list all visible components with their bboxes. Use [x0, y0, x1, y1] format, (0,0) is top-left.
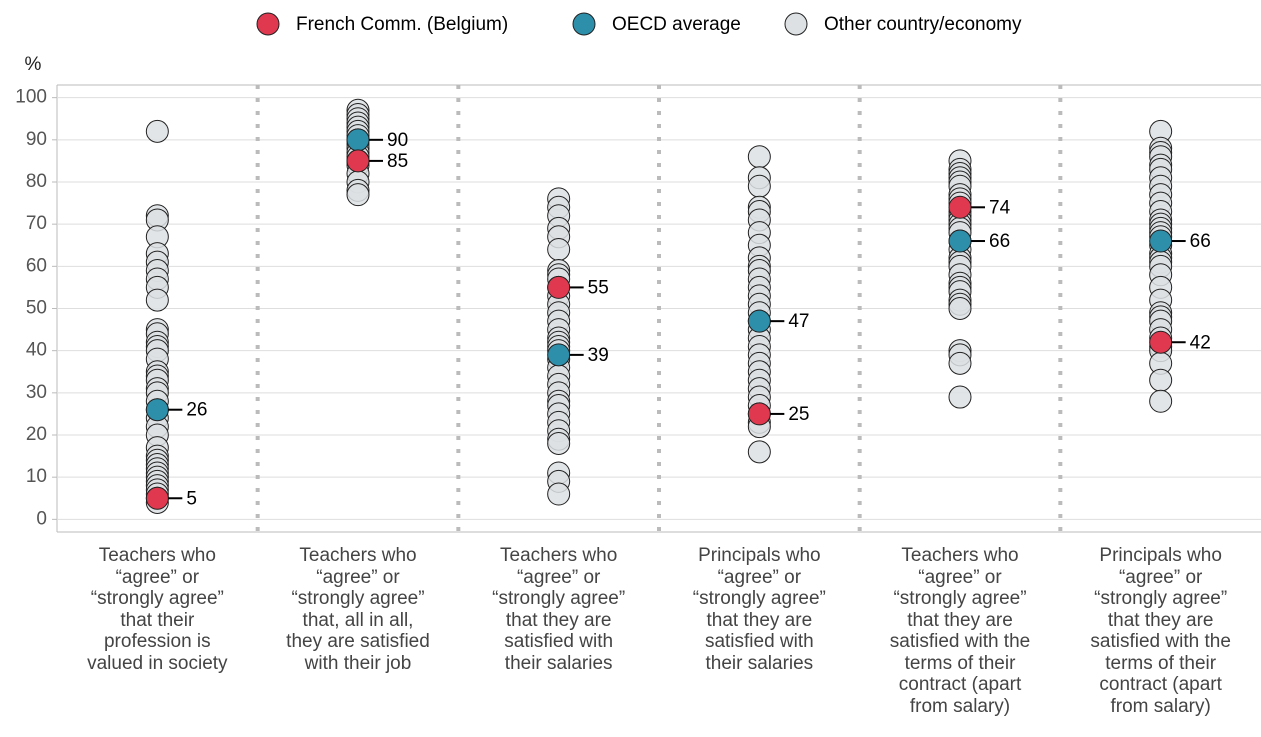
y-tick-label: 0 — [36, 508, 47, 529]
country-dot — [547, 431, 571, 455]
y-tick-label: 100 — [15, 87, 47, 108]
highlight-dot — [948, 229, 972, 253]
highlight-dot — [747, 402, 771, 426]
data-label: 26 — [186, 400, 207, 421]
y-tick-label: 30 — [26, 382, 47, 403]
legend-marker — [784, 12, 808, 36]
country-dot — [1149, 389, 1173, 413]
x-tick-label: Teachers who “agree” or “strongly agree”… — [889, 545, 1031, 717]
data-label: 55 — [588, 277, 609, 298]
y-tick-label: 40 — [26, 340, 47, 361]
y-tick-label: 50 — [26, 298, 47, 319]
y-axis-label: % — [25, 54, 42, 75]
data-label: 66 — [1190, 231, 1211, 252]
country-dot — [145, 288, 169, 312]
country-dot — [948, 351, 972, 375]
y-tick-label: 70 — [26, 213, 47, 234]
country-dot — [346, 183, 370, 207]
data-label: 74 — [989, 197, 1011, 218]
y-tick-label: 90 — [26, 129, 47, 150]
legend-label: OECD average — [612, 14, 741, 35]
legend-label: French Comm. (Belgium) — [296, 14, 508, 35]
y-tick-label: 20 — [26, 424, 47, 445]
highlight-dot — [346, 128, 370, 152]
y-tick-label: 80 — [26, 171, 47, 192]
highlight-dot — [145, 486, 169, 510]
y-tick-label: 10 — [26, 466, 47, 487]
highlight-dot — [145, 398, 169, 422]
highlight-dot — [747, 309, 771, 333]
data-label: 66 — [989, 231, 1010, 252]
data-label: 90 — [387, 130, 408, 151]
x-tick-label: Principals who “agree” or “strongly agre… — [1090, 545, 1231, 717]
country-dot — [547, 482, 571, 506]
x-tick-label: Teachers who “agree” or “strongly agree”… — [492, 545, 626, 674]
legend-marker — [256, 12, 280, 36]
data-label: 25 — [788, 404, 809, 425]
highlight-dot — [547, 275, 571, 299]
highlight-dot — [1149, 229, 1173, 253]
country-dot — [1149, 368, 1173, 392]
x-tick-label: Principals who “agree” or “strongly agre… — [692, 545, 826, 674]
country-dot — [948, 385, 972, 409]
highlight-dot — [948, 195, 972, 219]
data-label: 47 — [788, 311, 809, 332]
data-label: 5 — [186, 488, 197, 509]
country-dot — [747, 145, 771, 169]
legend-label: Other country/economy — [824, 14, 1022, 35]
country-dot — [547, 237, 571, 261]
data-label: 42 — [1190, 332, 1211, 353]
country-dot — [948, 297, 972, 320]
x-tick-label: Teachers who “agree” or “strongly agree”… — [286, 545, 430, 674]
data-label: 39 — [588, 345, 609, 366]
data-label: 85 — [387, 151, 408, 172]
legend-marker — [572, 12, 596, 36]
country-dot — [145, 119, 169, 143]
y-tick-label: 60 — [26, 255, 47, 276]
highlight-dot — [346, 149, 370, 173]
highlight-dot — [547, 343, 571, 367]
x-tick-label: Teachers who “agree” or “strongly agree”… — [87, 545, 228, 674]
country-dot — [747, 174, 771, 198]
highlight-dot — [1149, 330, 1173, 354]
country-dot — [747, 440, 771, 464]
